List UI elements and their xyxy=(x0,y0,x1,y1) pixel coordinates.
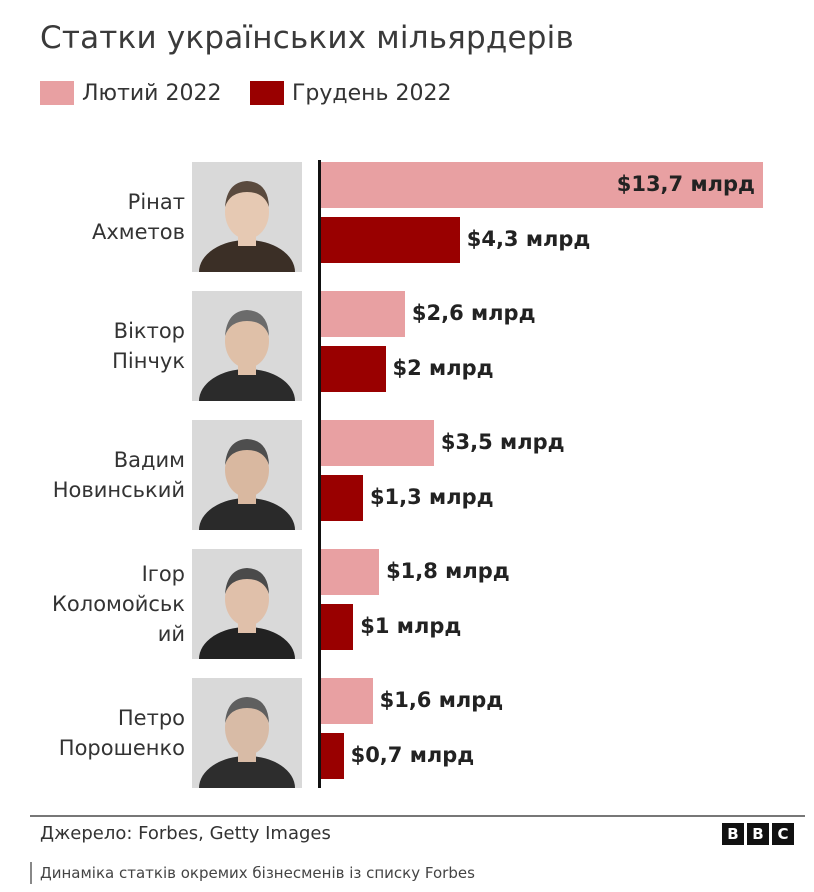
legend-swatch-dec xyxy=(250,81,284,105)
bar-dec-2022 xyxy=(321,217,460,263)
bar-feb-2022 xyxy=(321,291,405,337)
portrait-silhouette-icon xyxy=(192,162,302,272)
caption-bar xyxy=(30,862,32,884)
legend-item-feb: Лютий 2022 xyxy=(40,80,221,106)
bar-value-label: $13,7 млрд xyxy=(616,172,755,196)
person-photo xyxy=(192,420,302,530)
person-name-line: Ахметов xyxy=(91,220,185,244)
person-name-line: Вадим xyxy=(113,448,185,472)
portrait-silhouette-icon xyxy=(192,549,302,659)
chart-card: Статки українських мільярдерів Лютий 202… xyxy=(10,0,805,852)
person-photo xyxy=(192,678,302,788)
person-name-line: Пінчук xyxy=(112,349,185,373)
bar-value-label: $4,3 млрд xyxy=(466,227,591,251)
bar-value-label: $2 млрд xyxy=(392,356,494,380)
person-name-line: Рінат xyxy=(127,190,185,214)
bar-dec-2022 xyxy=(321,346,386,392)
axis-line xyxy=(318,160,321,788)
legend-item-dec: Грудень 2022 xyxy=(250,80,451,106)
bar-feb-2022 xyxy=(321,549,380,595)
bbc-logo-letter: C xyxy=(772,823,794,845)
caption-text: Динаміка статків окремих бізнесменів із … xyxy=(40,864,475,882)
person-name-label: Вадим Новинський xyxy=(15,445,185,505)
bar-feb-2022 xyxy=(321,162,763,208)
portrait-silhouette-icon xyxy=(192,420,302,530)
person-name-line: Коломойськ xyxy=(52,592,185,616)
person-name-line: Порошенко xyxy=(58,736,185,760)
source-text: Джерело: Forbes, Getty Images xyxy=(40,823,331,844)
chart-title: Статки українських мільярдерів xyxy=(40,20,574,56)
bar-value-label: $1,8 млрд xyxy=(386,559,510,583)
portrait-silhouette-icon xyxy=(192,291,302,401)
bbc-logo: B B C xyxy=(722,823,794,845)
bar-dec-2022 xyxy=(321,604,354,650)
person-name-line: Віктор xyxy=(113,319,185,343)
bar-dec-2022 xyxy=(321,733,344,779)
person-photo xyxy=(192,291,302,401)
bar-value-label: $1,6 млрд xyxy=(379,688,504,712)
bar-value-label: $0,7 млрд xyxy=(350,743,475,767)
bar-value-label: $3,5 млрд xyxy=(440,430,565,454)
person-name-label: Рінат Ахметов xyxy=(15,187,185,247)
person-name-label: Віктор Пінчук xyxy=(15,316,185,376)
person-name-line: Ігор xyxy=(141,562,185,586)
legend-swatch-feb xyxy=(40,81,74,105)
bar-dec-2022 xyxy=(321,475,363,521)
bar-value-label: $2,6 млрд xyxy=(411,301,536,325)
legend-label-feb: Лютий 2022 xyxy=(82,80,222,106)
footer-divider xyxy=(30,815,805,817)
bar-chart: Рінат Ахметов $13,7 млрд $4,3 млрд Віктор Пін… xyxy=(10,0,805,800)
person-name-label: Ігор Коломойськ ий xyxy=(15,559,185,649)
legend-label-dec: Грудень 2022 xyxy=(292,80,452,106)
bbc-logo-letter: B xyxy=(747,823,769,845)
person-name-line: Петро xyxy=(117,706,185,730)
bar-feb-2022 xyxy=(321,678,373,724)
bar-value-label: $1,3 млрд xyxy=(369,485,494,509)
person-photo xyxy=(192,162,302,272)
bar-feb-2022 xyxy=(321,420,434,466)
person-photo xyxy=(192,549,302,659)
person-name-line: ий xyxy=(157,622,185,646)
portrait-silhouette-icon xyxy=(192,678,302,788)
person-name-label: Петро Порошенко xyxy=(15,703,185,763)
bar-value-label: $1 млрд xyxy=(360,614,462,638)
person-name-line: Новинський xyxy=(52,478,185,502)
bbc-logo-letter: B xyxy=(722,823,744,845)
